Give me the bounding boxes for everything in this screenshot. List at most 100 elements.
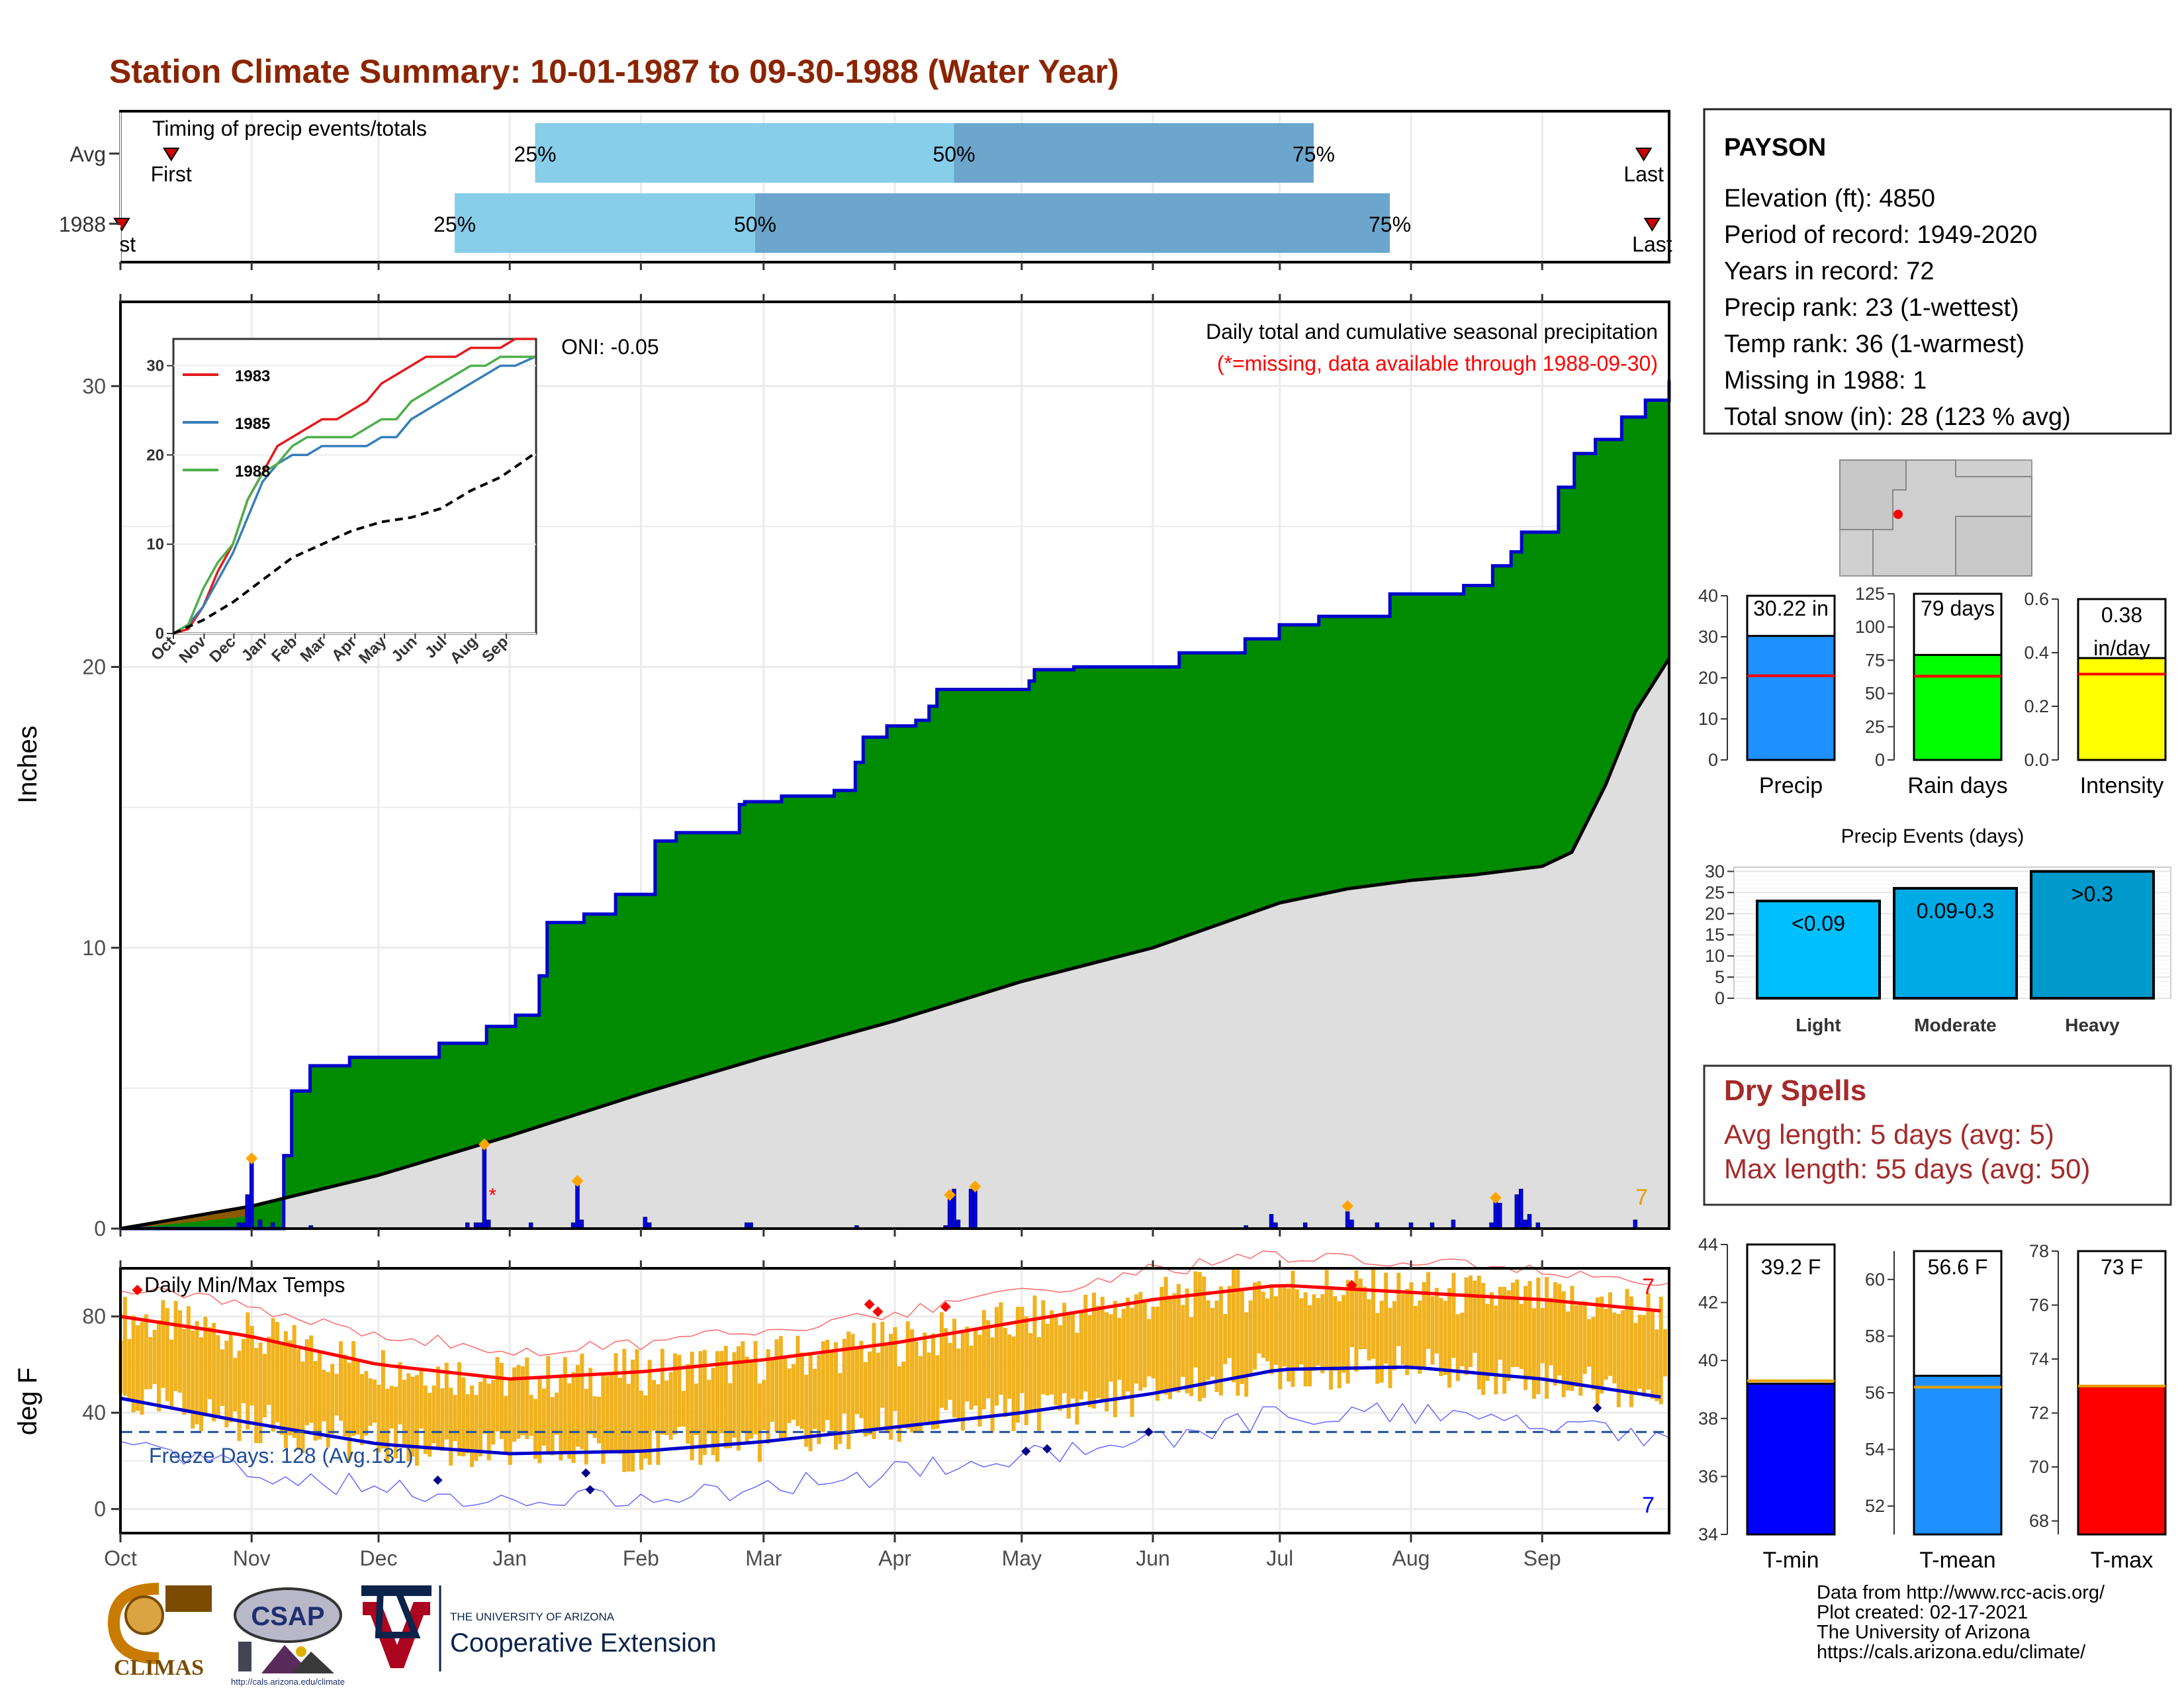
daily-temp-bar: [897, 1366, 901, 1442]
daily-temp-bar: [1616, 1313, 1621, 1407]
record-low-marker: [585, 1485, 595, 1495]
daily-temp-bar: [863, 1362, 868, 1437]
station-info-line: Years in record: 72: [1724, 258, 1934, 285]
daily-temp-bar: [1168, 1295, 1173, 1399]
daily-temp-bar: [541, 1388, 546, 1446]
record-min-line: [120, 1402, 1670, 1507]
daily-temp-bar: [774, 1339, 779, 1432]
daily-temp-bar: [385, 1389, 390, 1462]
daily-temp-bar: [884, 1345, 889, 1432]
daily-temp-bar: [1202, 1276, 1206, 1398]
daily-temp-bar: [783, 1356, 788, 1440]
daily-temp-bar: [465, 1394, 470, 1454]
daily-temp-bar: [1269, 1284, 1274, 1374]
daily-temp-bar: [313, 1361, 318, 1441]
daily-temp-bar: [660, 1348, 664, 1435]
daily-temp-bar: [1206, 1300, 1210, 1380]
y-tick-label: 10: [82, 936, 106, 960]
daily-temp-bar: [440, 1388, 445, 1451]
daily-temp-bar: [728, 1383, 733, 1448]
daily-temp-bar: [905, 1321, 910, 1429]
daily-temp-bar: [449, 1387, 453, 1466]
daily-temp-bar: [1087, 1315, 1092, 1407]
daily-temp-bar: [1299, 1298, 1304, 1364]
daily-temp-bar: [1020, 1307, 1024, 1393]
x-tick-label: Jul: [1266, 1546, 1293, 1570]
daily-temp-bar: [275, 1322, 280, 1423]
daily-temp-bar: [262, 1354, 267, 1418]
daily-temp-bar: [787, 1368, 792, 1423]
daily-temp-bar: [1252, 1282, 1257, 1370]
daily-temp-bar: [741, 1341, 745, 1432]
gauge-y-tick-label: 60: [1865, 1270, 1885, 1289]
daily-temp-bar: [1481, 1282, 1486, 1395]
daily-temp-bar: [1663, 1329, 1668, 1377]
precip-count-label: 7: [1635, 1185, 1648, 1210]
events-bar-label: >0.3: [2071, 882, 2113, 906]
ua-big-text: Cooperative Extension: [450, 1628, 716, 1658]
daily-temp-bar: [833, 1342, 838, 1450]
avg-min-line: [120, 1365, 1661, 1456]
daily-temp-bar: [1287, 1288, 1291, 1382]
daily-temp-bar: [1587, 1319, 1592, 1367]
daily-temp-bar: [668, 1372, 673, 1440]
daily-temp-bar: [512, 1367, 517, 1442]
daily-temp-bar: [664, 1380, 669, 1436]
daily-temp-bar: [364, 1371, 369, 1436]
daily-temp-bar: [1130, 1307, 1134, 1417]
daily-temp-bar: [969, 1345, 974, 1410]
daily-temp-bar: [267, 1336, 271, 1405]
daily-temp-bar: [1578, 1301, 1583, 1396]
gauge-y-tick-label: 72: [2029, 1403, 2049, 1423]
daily-temp-bar: [1240, 1289, 1244, 1384]
daily-temp-bar: [1413, 1305, 1418, 1366]
daily-temp-bar: [960, 1333, 965, 1431]
record-low-marker: [433, 1476, 443, 1485]
daily-temp-bar: [1388, 1307, 1392, 1388]
missing-marker: *: [488, 1185, 496, 1207]
daily-temp-bar: [186, 1306, 191, 1413]
daily-temp-bar: [1418, 1300, 1422, 1374]
station-info-line: Missing in 1988: 1: [1724, 367, 1927, 395]
gauge-y-tick-label: 40: [1698, 1350, 1718, 1370]
precip-areas: [120, 380, 1671, 1231]
timing-last-label: Last: [1632, 232, 1672, 256]
daily-temp-bar: [1519, 1303, 1524, 1370]
daily-temp-bar: [1214, 1300, 1219, 1392]
daily-precip-bar: [1493, 1199, 1498, 1229]
timing-label-75: 75%: [1293, 142, 1335, 166]
daily-temp-bar: [1642, 1315, 1647, 1397]
daily-temp-bar: [745, 1356, 749, 1443]
daily-temp-bar: [876, 1352, 880, 1430]
y-tick-label: 40: [82, 1401, 106, 1425]
daily-precip-bar: [968, 1188, 974, 1229]
daily-temp-bar: [1210, 1307, 1215, 1377]
max-precip-marker: [1342, 1200, 1354, 1213]
timing-label-25: 25%: [514, 142, 557, 166]
daily-temp-bar: [1079, 1311, 1083, 1400]
timing-label-75: 75%: [1369, 212, 1411, 236]
inset-y-tick-label: 10: [146, 536, 164, 553]
timing-first-label: First: [151, 162, 192, 186]
daily-temp-bar: [1189, 1317, 1194, 1397]
daily-temp-bar: [859, 1340, 864, 1419]
daily-temp-bar: [1062, 1303, 1067, 1393]
daily-temp-bar: [1515, 1279, 1520, 1368]
daily-temp-bar: [491, 1380, 496, 1445]
daily-temp-bar: [191, 1330, 195, 1429]
daily-temp-bar: [749, 1362, 754, 1439]
footer-line: https://cals.arizona.edu/climate/: [1817, 1642, 2086, 1663]
daily-temp-bar: [1024, 1316, 1028, 1425]
daily-temp-bar: [1032, 1295, 1037, 1410]
daily-temp-bar: [1375, 1313, 1380, 1384]
gauge-y-tick-label: 34: [1698, 1524, 1718, 1544]
daily-temp-bar: [1121, 1309, 1126, 1397]
csap-url: http://cals.arizona.edu/climate: [231, 1677, 345, 1687]
station-name: PAYSON: [1724, 134, 1826, 162]
daily-temp-bar: [935, 1355, 940, 1429]
daily-precip-bar: [245, 1194, 250, 1229]
daily-temp-bar: [1566, 1311, 1570, 1391]
gauge-y-tick-label: 75: [1865, 650, 1885, 670]
daily-temp-bar: [1138, 1291, 1143, 1391]
gauge-y-tick-label: 68: [2029, 1511, 2049, 1531]
